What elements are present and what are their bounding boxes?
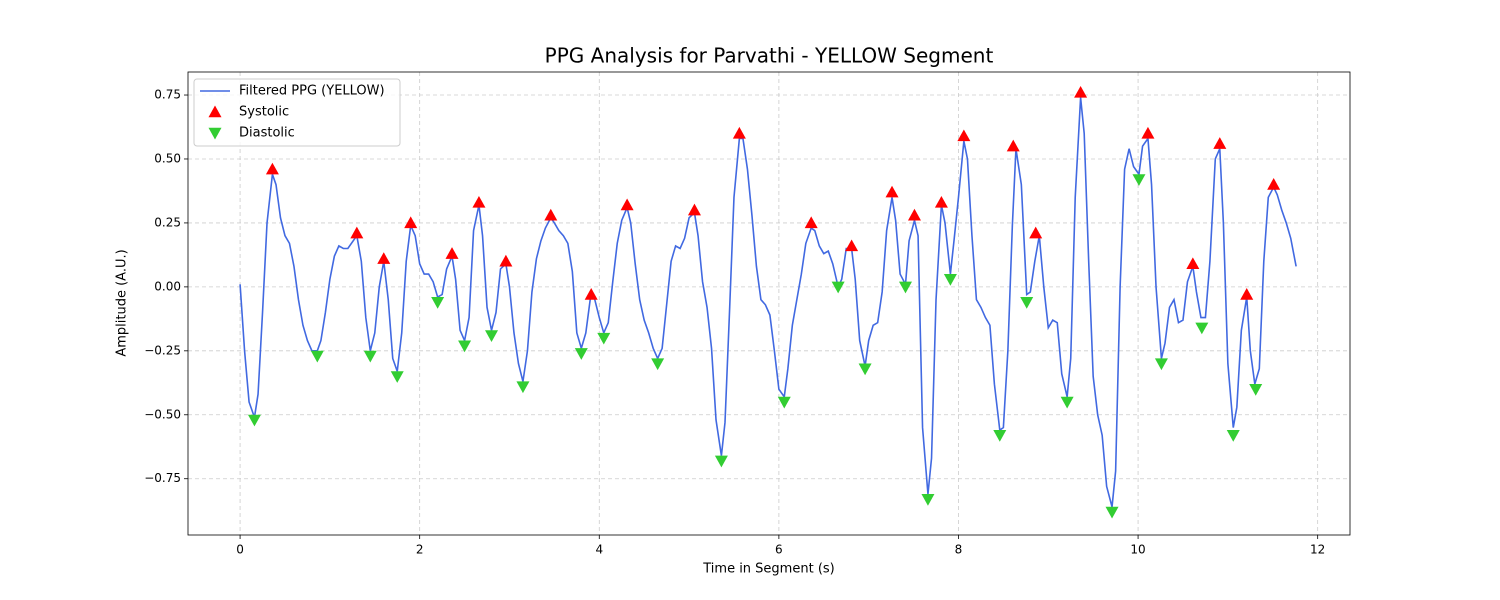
peak-marker [804,216,818,229]
peak-marker [885,185,899,198]
peak-marker [597,332,611,345]
legend-box [193,78,401,147]
peak-marker [1132,174,1146,186]
peak-marker [777,396,791,409]
peak-marker [1020,297,1034,309]
y-tick-label: 0.50 [154,151,181,165]
peak-marker [732,126,746,139]
peak-marker [898,281,912,294]
x-tick-label: 12 [1310,543,1325,557]
y-axis-label: Amplitude (A.U.) [115,249,130,356]
y-tick-label: −0.25 [144,343,181,357]
peak-marker [404,216,418,229]
y-tick-label: −0.50 [144,407,181,421]
peak-marker [1213,137,1227,149]
peak-marker [993,430,1007,442]
peak-marker [310,350,324,363]
peak-marker [1154,358,1168,371]
peak-marker [1195,322,1209,335]
peak-marker [377,252,391,264]
legend-label: Diastolic [239,126,295,141]
peak-marker [651,358,665,371]
peak-marker [265,162,279,175]
plot-frame [187,71,1351,536]
x-tick-label: 10 [1130,543,1145,557]
peak-marker [363,350,377,363]
peak-marker [445,247,459,259]
y-tick-label: 0.75 [154,88,181,102]
peak-marker [1006,139,1020,152]
legend-label: Filtered PPG (YELLOW) [239,84,385,99]
legend: Filtered PPG (YELLOW) Systolic Diastolic [193,78,401,147]
peak-marker [1105,506,1119,519]
peak-marker [1267,178,1281,190]
peak-marker [1249,383,1263,396]
peak-marker [1141,126,1155,139]
peak-marker [714,455,728,468]
peak-marker [574,348,588,360]
peak-marker [943,273,957,286]
peak-marker [1240,288,1254,300]
peak-marker [431,297,445,309]
peak-marker [390,371,404,383]
legend-marker [208,105,222,118]
legend-marker [208,127,222,140]
y-tick-label: 0.25 [154,215,181,229]
peak-marker [921,493,935,506]
chart-title: PPG Analysis for Parvathi - YELLOW Segme… [545,44,994,68]
ppg-line [239,97,1297,508]
x-tick-label: 8 [955,543,963,557]
peak-marker [687,203,701,216]
peak-marker [1226,430,1240,442]
peak-marker [1060,396,1074,409]
peak-marker [620,198,634,211]
peak-marker [485,330,499,342]
peak-marker [458,340,472,353]
peak-marker [247,414,261,427]
peak-marker [957,129,971,142]
y-tick-label: 0.00 [154,279,181,293]
peak-marker [1186,257,1200,270]
peak-marker [499,254,513,267]
peak-marker [845,239,859,252]
x-tick-label: 2 [416,543,424,557]
peak-marker [516,381,530,394]
x-axis-label: Time in Segment (s) [702,562,834,577]
peak-marker [907,208,921,221]
peak-marker [584,288,598,300]
peak-marker [350,226,364,239]
peak-marker [1029,226,1043,239]
x-tick-label: 6 [775,543,783,557]
y-tick-label: −0.75 [144,471,181,485]
peak-marker [544,208,558,221]
peak-marker [1074,85,1088,98]
peak-marker [472,195,486,208]
x-tick-label: 0 [236,543,244,557]
peak-marker [831,281,845,294]
peak-marker [934,195,948,208]
peak-marker [858,363,872,376]
x-tick-label: 4 [595,543,603,557]
legend-label: Systolic [239,105,289,120]
